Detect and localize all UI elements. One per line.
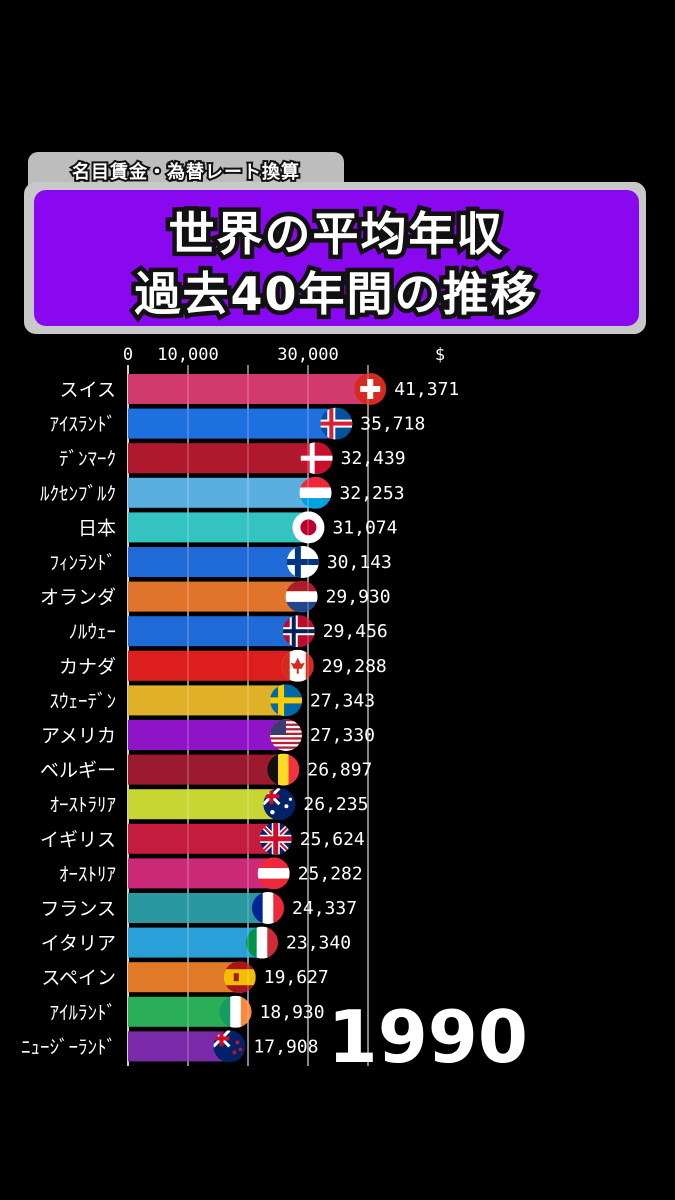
value-label: 31,074 bbox=[332, 517, 397, 538]
axis-unit-label: $ bbox=[435, 345, 445, 365]
value-label: 26,235 bbox=[303, 794, 368, 815]
bar bbox=[128, 443, 323, 474]
value-label: 25,624 bbox=[300, 829, 365, 850]
france-flag-icon bbox=[252, 892, 285, 924]
bar bbox=[128, 823, 282, 854]
bar bbox=[128, 685, 293, 716]
new-zealand-flag-icon bbox=[213, 1030, 246, 1063]
category-label: ﾙｸｾﾝﾌﾞﾙｸ bbox=[40, 483, 116, 505]
bar bbox=[128, 616, 305, 647]
category-label: ｽｳｪｰﾃﾞﾝ bbox=[49, 690, 116, 712]
bar bbox=[128, 927, 269, 958]
value-label: 32,439 bbox=[341, 448, 406, 469]
category-label: ﾆｭｰｼﾞｰﾗﾝﾄﾞ bbox=[21, 1036, 116, 1058]
swiss-flag-icon bbox=[354, 373, 387, 405]
bar bbox=[128, 650, 304, 681]
value-label: 18,930 bbox=[260, 1002, 325, 1023]
year-label: 1990 bbox=[328, 995, 528, 1079]
value-label: 25,282 bbox=[298, 863, 363, 884]
ireland-flag-icon bbox=[219, 995, 252, 1028]
usa-flag-icon bbox=[269, 719, 302, 751]
category-label: イギリス bbox=[40, 829, 116, 851]
category-label: スイス bbox=[60, 379, 116, 401]
category-label: ｵｰｽﾄﾘｱ bbox=[59, 863, 116, 885]
bar bbox=[128, 720, 292, 750]
spain-flag-icon bbox=[223, 961, 256, 994]
iceland-flag-icon bbox=[320, 407, 353, 440]
category-label: 日本 bbox=[78, 517, 116, 539]
category-label: ｵｰｽﾄﾗﾘｱ bbox=[49, 794, 116, 816]
category-label: イタリア bbox=[41, 933, 116, 955]
category-label: ﾃﾞﾝﾏｰｸ bbox=[59, 448, 116, 470]
luxembourg-flag-icon bbox=[299, 476, 332, 509]
bar bbox=[128, 547, 309, 577]
bar bbox=[128, 893, 275, 923]
bar bbox=[128, 754, 290, 785]
title-box: 世界の平均年収 過去40年間の推移 bbox=[34, 190, 639, 326]
value-label: 29,456 bbox=[323, 621, 388, 642]
value-label: 23,340 bbox=[286, 933, 351, 954]
japan-flag-icon bbox=[292, 511, 325, 544]
belgium-flag-icon bbox=[267, 753, 300, 786]
category-label: ベルギー bbox=[40, 760, 116, 782]
bar bbox=[128, 858, 280, 889]
bar bbox=[128, 512, 315, 543]
subtitle-text: 名目賃金・為替レート換算 bbox=[70, 160, 301, 185]
axis-tick-label: 10,000 bbox=[157, 345, 218, 365]
bar bbox=[128, 477, 322, 508]
norway-flag-icon bbox=[282, 615, 315, 648]
value-label: 27,343 bbox=[310, 690, 375, 711]
italy-flag-icon bbox=[246, 926, 279, 959]
value-label: 29,930 bbox=[326, 587, 391, 608]
uk-flag-icon bbox=[259, 822, 292, 855]
category-label: フランス bbox=[40, 898, 116, 920]
bar bbox=[128, 789, 286, 820]
value-label: 19,627 bbox=[264, 967, 329, 988]
category-label: ｱｲｽﾗﾝﾄﾞ bbox=[49, 414, 116, 436]
axis-tick-label: 30,000 bbox=[277, 345, 338, 365]
australia-flag-icon bbox=[263, 788, 296, 821]
category-label: アメリカ bbox=[41, 725, 116, 747]
bar bbox=[128, 374, 377, 404]
category-label: ﾌｨﾝﾗﾝﾄﾞ bbox=[49, 552, 116, 574]
austria-flag-icon bbox=[257, 857, 290, 890]
value-label: 41,371 bbox=[394, 379, 459, 400]
canada-flag-icon bbox=[281, 649, 314, 682]
finland-flag-icon bbox=[286, 546, 319, 578]
axis-tick-label: 0 bbox=[123, 345, 133, 365]
value-label: 29,288 bbox=[322, 656, 387, 677]
value-label: 26,897 bbox=[307, 760, 372, 781]
bar bbox=[128, 581, 308, 612]
value-label: 32,253 bbox=[340, 483, 405, 504]
value-label: 30,143 bbox=[327, 552, 392, 573]
denmark-flag-icon bbox=[300, 442, 333, 475]
title-line-1: 世界の平均年収 bbox=[164, 203, 507, 266]
sweden-flag-icon bbox=[270, 684, 303, 717]
bar bbox=[128, 408, 343, 439]
value-label: 27,330 bbox=[310, 725, 375, 746]
category-label: スペイン bbox=[41, 967, 116, 989]
category-label: オランダ bbox=[40, 587, 116, 609]
category-label: ﾉﾙｳｪｰ bbox=[68, 621, 116, 643]
category-label: カナダ bbox=[59, 656, 116, 678]
value-label: 35,718 bbox=[360, 414, 425, 435]
value-label: 17,908 bbox=[253, 1036, 318, 1057]
category-label: ｱｲﾙﾗﾝﾄﾞ bbox=[49, 1002, 116, 1024]
value-label: 24,337 bbox=[292, 898, 357, 919]
netherlands-flag-icon bbox=[285, 580, 318, 613]
title-line-2: 過去40年間の推移 bbox=[130, 263, 541, 326]
